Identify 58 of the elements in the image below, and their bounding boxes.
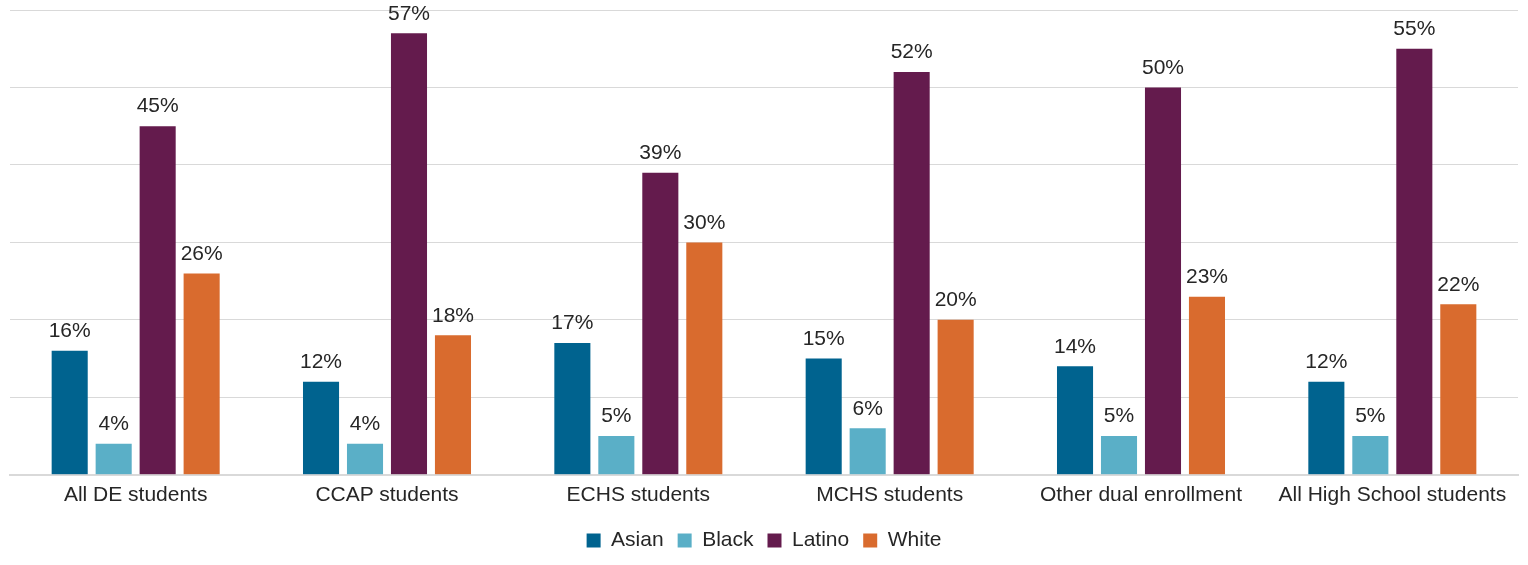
bar — [1188, 296, 1226, 475]
data-label: 5% — [1103, 403, 1135, 427]
bar — [302, 381, 340, 475]
bar — [642, 172, 679, 475]
data-label: 5% — [1355, 403, 1386, 427]
data-label: 12% — [300, 349, 343, 373]
x-tick-label: Other dual enrollment — [1040, 482, 1243, 506]
bar — [1352, 436, 1389, 475]
data-label: 23% — [1185, 263, 1228, 287]
data-label: 16% — [48, 318, 91, 342]
bar — [434, 335, 472, 475]
data-label: 57% — [387, 0, 431, 24]
bar — [1440, 304, 1477, 475]
data-label: 14% — [1054, 333, 1097, 357]
bar — [893, 71, 930, 475]
data-label: 18% — [431, 302, 474, 326]
bar — [1100, 436, 1138, 475]
data-label: 4% — [98, 411, 129, 435]
bar — [598, 436, 635, 475]
legend-label: Asian — [611, 527, 664, 551]
x-tick-label: All High School students — [1278, 482, 1507, 506]
bar — [1396, 48, 1433, 475]
bar — [554, 343, 591, 475]
data-label: 12% — [1305, 349, 1348, 373]
x-tick-label: MCHS students — [816, 482, 964, 506]
data-label: 20% — [934, 287, 977, 311]
bar — [51, 350, 88, 475]
data-label: 5% — [601, 403, 632, 427]
data-label: 52% — [890, 39, 933, 63]
x-tick-label: All DE students — [63, 482, 208, 506]
bar — [183, 273, 220, 475]
bar — [686, 242, 723, 475]
x-tick-label: ECHS students — [566, 482, 711, 506]
bar — [805, 358, 842, 475]
bar — [849, 428, 886, 475]
data-label: 45% — [136, 93, 179, 117]
legend-label: Black — [702, 527, 754, 551]
bar — [346, 443, 384, 475]
x-tick-label: CCAP students — [315, 482, 459, 506]
bar — [937, 319, 974, 475]
data-label: 15% — [802, 325, 845, 349]
data-label: 39% — [639, 139, 682, 163]
bar — [1308, 381, 1345, 475]
legend-label: Latino — [791, 527, 850, 551]
data-label: 55% — [1393, 16, 1436, 40]
bar — [1056, 366, 1094, 475]
data-label: 4% — [349, 411, 381, 435]
bar — [390, 33, 428, 475]
bar — [139, 126, 176, 475]
data-label: 26% — [180, 240, 223, 264]
bar — [95, 443, 132, 475]
data-label: 6% — [852, 395, 883, 419]
data-label: 30% — [683, 209, 726, 233]
data-label: 17% — [551, 310, 594, 334]
legend-label: White — [887, 527, 942, 551]
bar — [1144, 87, 1182, 475]
data-label: 50% — [1141, 54, 1185, 78]
data-label: 22% — [1437, 271, 1480, 295]
